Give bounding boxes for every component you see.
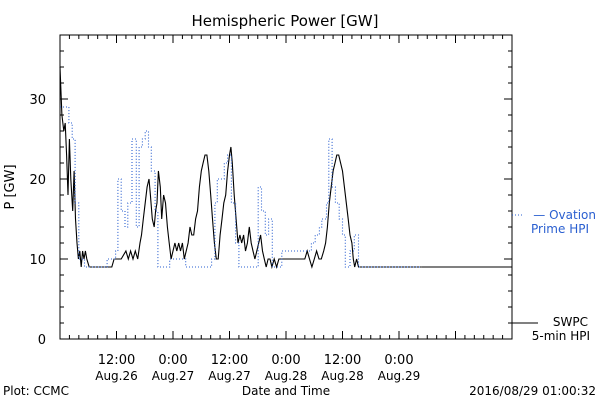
x-tick-date-label: Aug.27 — [208, 369, 251, 383]
x-tick-time-label: 0:00 — [384, 353, 413, 368]
legend-ovation-label-2: Prime HPI — [531, 222, 589, 236]
x-tick-date-label: Aug.28 — [321, 369, 364, 383]
y-axis-ticks: 0 10 20 30 — [29, 34, 512, 348]
legend-swpc-label-1: SWPC — [553, 315, 588, 329]
x-tick-date-label: Aug.29 — [378, 369, 421, 383]
y-tick-label: 0 — [38, 333, 46, 348]
x-axis-ticks: 12:00Aug.260:00Aug.2712:00Aug.270:00Aug.… — [59, 35, 513, 383]
y-axis-label: P [GW] — [3, 164, 18, 209]
x-tick-date-label: Aug.28 — [265, 369, 308, 383]
x-tick-time-label: 12:00 — [98, 353, 135, 368]
x-tick-time-label: 12:00 — [324, 353, 361, 368]
ovation-prime-series-line — [60, 106, 422, 268]
y-tick-label: 20 — [29, 173, 46, 188]
footer-plot-credit: Plot: CCMC — [3, 384, 69, 398]
x-axis-label: Date and Time — [242, 384, 330, 398]
swpc-series-line — [59, 66, 422, 270]
x-tick-time-label: 0:00 — [271, 353, 300, 368]
legend-ovation-label-1: — Ovation — [533, 208, 596, 222]
x-tick-date-label: Aug.27 — [152, 369, 195, 383]
y-tick-label: 10 — [29, 253, 46, 268]
x-tick-time-label: 12:00 — [211, 353, 248, 368]
chart-title: Hemispheric Power [GW] — [192, 12, 379, 30]
x-tick-date-label: Aug.26 — [95, 369, 138, 383]
footer-timestamp: 2016/08/29 01:00:32 — [469, 384, 596, 398]
y-tick-label: 30 — [29, 93, 46, 108]
series-layer — [59, 66, 512, 270]
legend-swpc-label-2: 5-min HPI — [532, 329, 590, 343]
plot-frame — [59, 34, 513, 340]
x-tick-time-label: 0:00 — [158, 353, 187, 368]
